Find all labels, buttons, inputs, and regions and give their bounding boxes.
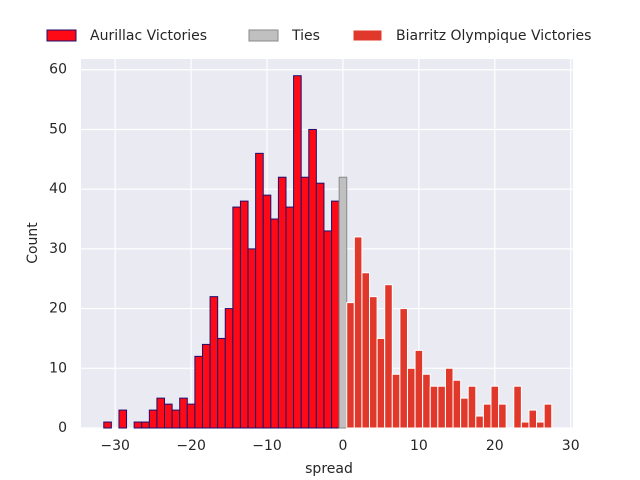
x-tick-label: 0 — [338, 438, 347, 454]
bar — [118, 409, 128, 429]
bar — [369, 296, 378, 429]
bar — [171, 409, 181, 429]
legend-swatch — [352, 29, 383, 42]
bar — [277, 176, 287, 429]
bar — [338, 176, 348, 429]
bar — [520, 421, 530, 429]
x-tick-label: 10 — [410, 438, 428, 454]
bar — [201, 343, 211, 429]
legend-label: Aurillac Victories — [90, 28, 207, 44]
bar — [270, 218, 279, 429]
y-tick-label: 60 — [49, 62, 67, 78]
y-axis-label: Count — [25, 222, 41, 264]
y-tick-label: 30 — [49, 241, 67, 257]
x-tick-label: −20 — [176, 438, 206, 454]
bar — [255, 152, 264, 429]
bar — [217, 337, 226, 429]
bar — [399, 308, 408, 429]
bar — [391, 373, 401, 429]
bar — [141, 421, 150, 429]
legend-swatch — [46, 29, 77, 42]
legend-label: Biarritz Olympique Victories — [396, 28, 591, 44]
bar — [262, 194, 272, 429]
bar — [156, 397, 166, 429]
legend-label: Ties — [291, 28, 320, 44]
bar — [467, 385, 477, 429]
bar — [133, 421, 143, 429]
bar — [224, 308, 234, 429]
bar — [384, 284, 393, 429]
bar — [482, 403, 492, 429]
bar — [452, 379, 462, 429]
bar — [164, 403, 173, 429]
bar — [323, 230, 333, 429]
bar — [376, 337, 386, 429]
bar — [103, 421, 112, 429]
bar — [429, 385, 439, 429]
legend-swatch — [248, 29, 279, 42]
bar — [414, 349, 424, 429]
bar — [513, 385, 522, 429]
bar — [232, 206, 241, 429]
bars — [103, 75, 553, 429]
bar — [528, 409, 538, 429]
bar — [308, 128, 317, 429]
bar — [444, 367, 454, 429]
x-axis-label: spread — [305, 461, 353, 477]
bar — [437, 385, 446, 429]
bar — [422, 373, 431, 429]
bar — [475, 415, 484, 429]
y-tick-label: 20 — [49, 301, 67, 317]
y-tick-label: 0 — [58, 420, 67, 436]
bar — [536, 421, 545, 429]
x-tick-label: 20 — [486, 438, 504, 454]
x-tick-label: −10 — [252, 438, 282, 454]
x-tick-label: 30 — [562, 438, 580, 454]
bar — [186, 403, 196, 429]
bar — [406, 367, 416, 429]
bar — [148, 409, 158, 429]
bar — [293, 75, 302, 429]
y-tick-label: 10 — [49, 360, 67, 376]
bar — [285, 206, 295, 429]
y-tick-label: 50 — [49, 121, 67, 137]
y-tick-label: 40 — [49, 181, 67, 197]
bar — [331, 200, 340, 429]
bar — [361, 272, 371, 429]
bar — [346, 302, 355, 429]
bar — [460, 397, 469, 429]
bar — [209, 296, 219, 429]
bar — [239, 200, 249, 429]
x-tick-label: −30 — [100, 438, 130, 454]
bar — [300, 176, 310, 429]
bar — [315, 182, 325, 429]
bar — [490, 385, 500, 429]
bar — [498, 403, 507, 429]
bar — [247, 248, 257, 429]
bar — [353, 236, 363, 429]
bar — [194, 355, 203, 429]
bar — [179, 397, 188, 429]
bar — [543, 403, 553, 429]
